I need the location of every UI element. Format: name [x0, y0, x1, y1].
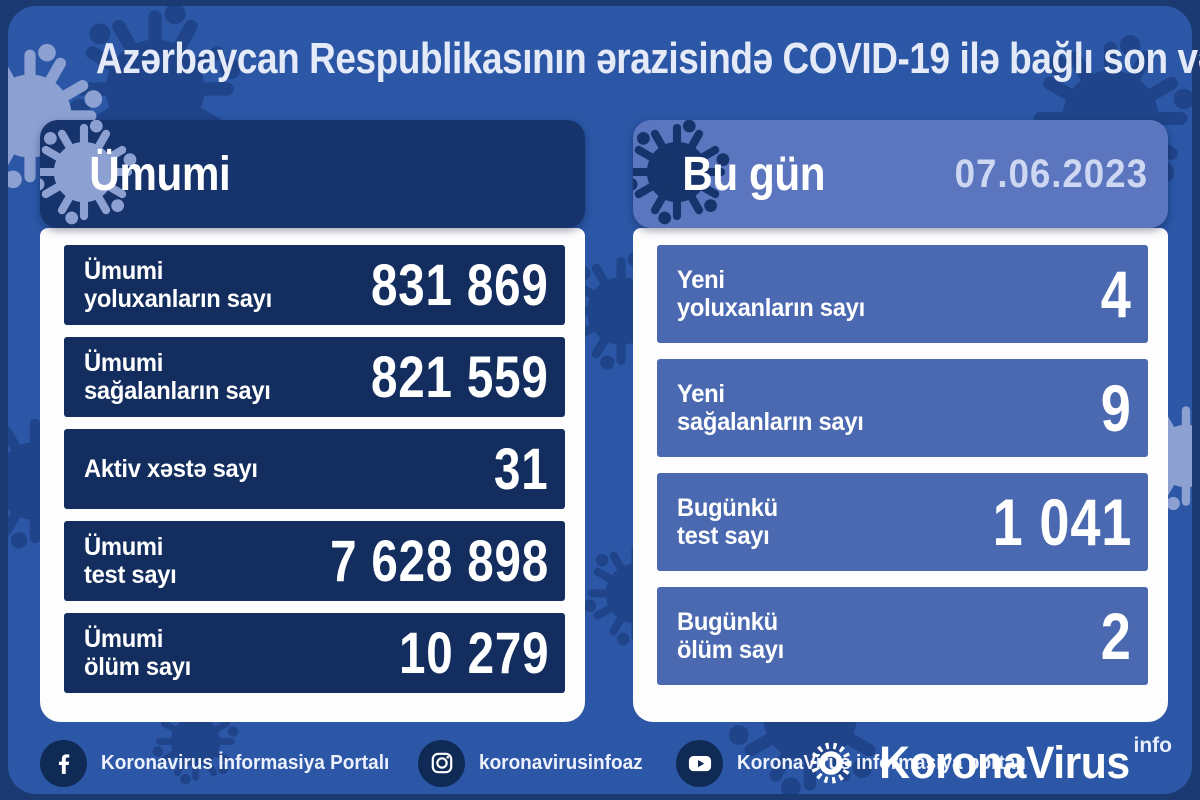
stat-row-today-deaths: Bugünkü ölüm sayı 2	[657, 587, 1148, 685]
brand-suffix: info	[1133, 734, 1172, 757]
brand-name: KoronaVirus	[878, 737, 1130, 788]
today-panel: Yeni yoluxanların sayı 4 Yeni sağalanlar…	[633, 228, 1168, 722]
stat-row-active-cases: Aktiv xəstə sayı 31	[64, 429, 565, 509]
stat-label: Bugünkü ölüm sayı	[677, 607, 784, 665]
stat-row-total-recovered: Ümumi sağalanların sayı 821 559	[64, 337, 565, 417]
stat-label: Aktiv xəstə sayı	[84, 454, 258, 483]
stat-row-today-tests: Bugünkü test sayı 1 041	[657, 473, 1148, 571]
stat-row-total-tests: Ümumi test sayı 7 628 898	[64, 521, 565, 601]
youtube-icon	[676, 739, 723, 787]
report-date: 07.06.2023	[954, 151, 1148, 196]
page-title: Azərbaycan Respublikasının ərazisində CO…	[96, 34, 1200, 83]
today-header-label: Bu gün	[682, 147, 826, 201]
stat-row-new-recovered: Yeni sağalanların sayı 9	[657, 359, 1148, 457]
overall-panel: Ümumi yoluxanların sayı 831 869 Ümumi sa…	[40, 228, 585, 722]
stat-label: Ümumi ölüm sayı	[84, 624, 191, 682]
facebook-icon	[40, 739, 87, 787]
overall-header: Ümumi	[40, 120, 585, 228]
brand-logo: KoronaVirus info	[806, 734, 1172, 790]
stat-label: Yeni yoluxanların sayı	[677, 265, 865, 323]
instagram-icon	[418, 739, 465, 787]
stat-row-new-infections: Yeni yoluxanların sayı 4	[657, 245, 1148, 343]
stat-value: 821 559	[371, 344, 549, 410]
stat-label: Ümumi test sayı	[84, 532, 177, 590]
stat-value: 2	[1101, 599, 1132, 673]
facebook-label: Koronavirus İnformasiya Portalı	[101, 751, 390, 774]
stat-label: Bugünkü test sayı	[677, 493, 778, 551]
stat-value: 9	[1101, 371, 1132, 445]
footer: Koronavirus İnformasiya Portalı koronavi…	[40, 734, 1172, 790]
stat-value: 4	[1101, 257, 1132, 331]
facebook-link[interactable]: Koronavirus İnformasiya Portalı	[40, 736, 404, 790]
stat-label: Ümumi sağalanların sayı	[84, 348, 271, 406]
stat-label: Yeni sağalanların sayı	[677, 379, 864, 437]
instagram-link[interactable]: koronavirusinfoaz	[418, 736, 651, 790]
stat-row-total-infections: Ümumi yoluxanların sayı 831 869	[64, 245, 565, 325]
stat-value: 831 869	[371, 252, 549, 318]
instagram-label: koronavirusinfoaz	[479, 751, 643, 774]
today-header: Bu gün 07.06.2023	[633, 120, 1168, 228]
stat-value: 7 628 898	[330, 528, 549, 594]
stat-value: 10 279	[398, 620, 549, 686]
stat-value: 31	[494, 436, 549, 502]
koronavirus-logo-icon	[806, 738, 856, 788]
stat-row-total-deaths: Ümumi ölüm sayı 10 279	[64, 613, 565, 693]
stat-label: Ümumi yoluxanların sayı	[84, 256, 272, 314]
overall-header-label: Ümumi	[89, 147, 231, 201]
stat-value: 1 041	[992, 485, 1132, 559]
